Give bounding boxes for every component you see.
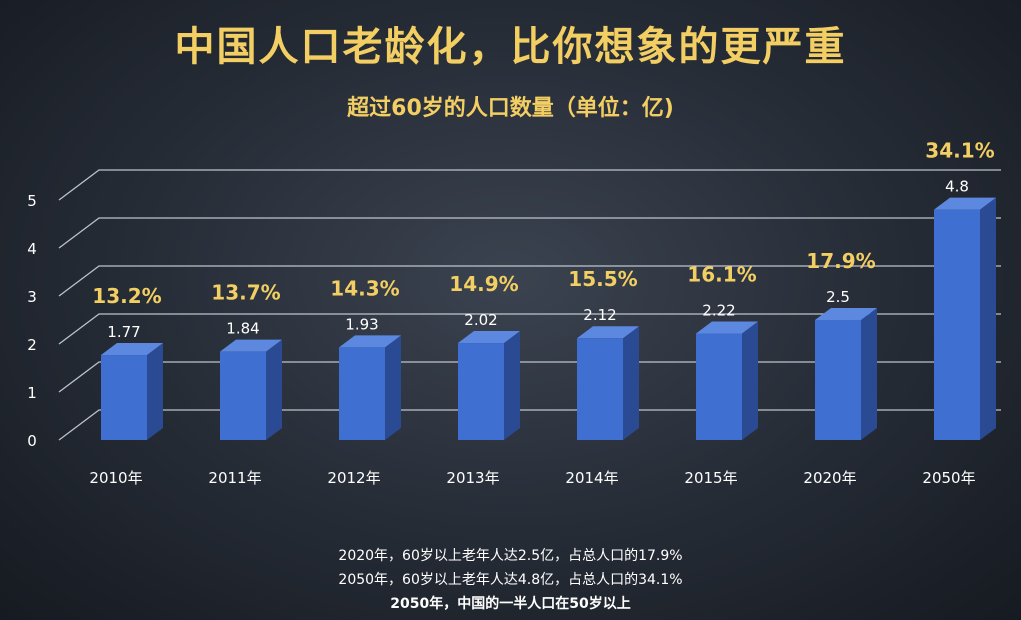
percent-label: 15.5% xyxy=(568,267,637,291)
bar-value-label: 1.77 xyxy=(107,323,140,341)
percent-label: 13.7% xyxy=(211,281,280,305)
y-tick-label: 2 xyxy=(27,336,37,354)
y-tick-label: 5 xyxy=(27,192,37,210)
bar-top xyxy=(934,197,996,210)
bar-side xyxy=(980,197,996,440)
chart-title: 中国人口老龄化，比你想象的更严重 xyxy=(174,24,847,70)
bar xyxy=(696,333,742,440)
bar-side xyxy=(147,343,163,440)
bar-value-label: 2.02 xyxy=(464,311,497,329)
y-tick-label: 0 xyxy=(27,432,37,450)
x-tick-label: 2014年 xyxy=(565,469,618,487)
bar xyxy=(458,343,504,440)
bar-side xyxy=(385,335,401,440)
x-tick-label: 2011年 xyxy=(208,469,261,487)
gridline xyxy=(58,217,1001,249)
bar xyxy=(220,351,266,440)
percent-label: 14.3% xyxy=(330,276,399,300)
x-tick-label: 2050年 xyxy=(922,469,975,487)
chart-subtitle: 超过60岁的人口数量（单位：亿) xyxy=(347,96,674,121)
percent-label: 13.2% xyxy=(92,284,161,308)
bar xyxy=(815,320,861,440)
bar-side xyxy=(623,326,639,440)
bar-top xyxy=(220,339,282,352)
bar-side xyxy=(504,331,520,440)
bar-value-label: 2.22 xyxy=(702,301,735,319)
bar-side xyxy=(742,321,758,440)
x-tick-label: 2013年 xyxy=(446,469,499,487)
bar-value-label: 4.8 xyxy=(945,178,969,196)
x-tick-label: 2015年 xyxy=(684,469,737,487)
x-tick-label: 2010年 xyxy=(89,469,142,487)
percent-label: 14.9% xyxy=(449,272,518,296)
percent-label: 16.1% xyxy=(687,262,756,286)
bar-top xyxy=(577,326,639,339)
x-tick-label: 2020年 xyxy=(803,469,856,487)
bar-value-label: 2.12 xyxy=(583,306,616,324)
bar-value-label: 1.93 xyxy=(345,315,378,333)
y-tick-label: 3 xyxy=(27,288,37,306)
note-2050: 2050年，60岁以上老年人达4.8亿，占总人口的34.1% xyxy=(338,572,683,588)
percent-label: 17.9% xyxy=(806,249,875,273)
bar-value-label: 2.5 xyxy=(826,288,850,306)
bar xyxy=(577,338,623,440)
bar-top xyxy=(458,331,520,344)
bar-side xyxy=(266,339,282,440)
percent-label: 34.1% xyxy=(925,139,994,163)
bar xyxy=(339,347,385,440)
note-2020: 2020年，60岁以上老年人达2.5亿，占总人口的17.9% xyxy=(338,548,683,564)
bar xyxy=(934,209,980,440)
bar-top xyxy=(101,343,163,356)
bar-top xyxy=(339,335,401,348)
bar-top xyxy=(815,308,877,320)
bar-top xyxy=(696,321,758,334)
bar xyxy=(101,355,147,440)
gridline xyxy=(58,169,1001,201)
gridline xyxy=(58,265,1001,297)
x-tick-label: 2012年 xyxy=(327,469,380,487)
gridline xyxy=(58,313,1001,345)
note-half-population: 2050年，中国的一半人口在50岁以上 xyxy=(390,596,631,612)
footnotes: 2020年，60岁以上老年人达2.5亿，占总人口的17.9% 2050年，60岁… xyxy=(0,544,1021,616)
y-tick-label: 4 xyxy=(27,240,37,258)
y-tick-label: 1 xyxy=(27,384,37,402)
bar-side xyxy=(861,308,877,440)
bar-value-label: 1.84 xyxy=(226,320,259,338)
